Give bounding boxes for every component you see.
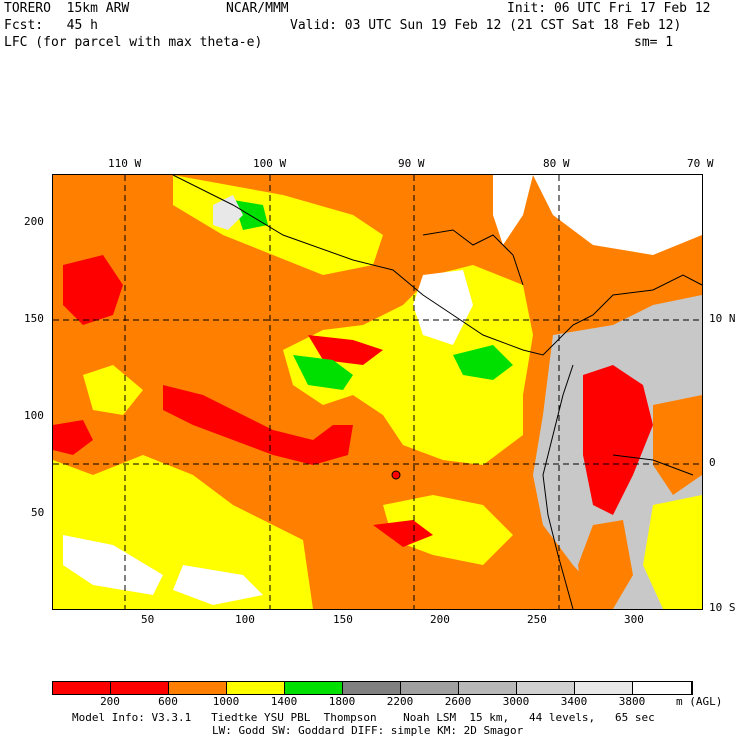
grey-patch-north bbox=[213, 195, 243, 230]
lat-label-0: 0 bbox=[709, 456, 716, 469]
field-title: LFC (for parcel with max theta-e) bbox=[4, 35, 263, 50]
red-patch-west bbox=[63, 255, 123, 325]
orange-patch-coast bbox=[578, 520, 633, 609]
legend-swatch-9 bbox=[575, 682, 633, 694]
lon-label-80w: 80 W bbox=[543, 157, 570, 170]
color-legend bbox=[52, 681, 693, 695]
south-america-coastline bbox=[542, 364, 574, 609]
grid-x-label-250: 250 bbox=[527, 613, 547, 626]
lat-label-10s: 10 S bbox=[709, 601, 736, 614]
grid-x-label-300: 300 bbox=[624, 613, 644, 626]
legend-label-3000: 3000 bbox=[502, 695, 530, 708]
red-patch-southwest bbox=[53, 420, 93, 455]
white-region-south bbox=[173, 565, 263, 605]
organization-label: NCAR/MMM bbox=[226, 1, 289, 16]
grid-y-label-200: 200 bbox=[24, 215, 44, 228]
lfc-map bbox=[52, 174, 703, 610]
yellow-patch-peru bbox=[643, 495, 702, 609]
red-patch-south bbox=[373, 520, 433, 547]
lon-label-90w: 90 W bbox=[398, 157, 425, 170]
grid-x-label-150: 150 bbox=[333, 613, 353, 626]
green-patch-mid bbox=[293, 355, 353, 390]
lat-lon-grid bbox=[53, 175, 702, 609]
model-info-line2: LW: Godd SW: Goddard DIFF: simple KM: 2D… bbox=[212, 724, 524, 737]
red-band-central bbox=[163, 385, 353, 465]
legend-swatch-6 bbox=[401, 682, 459, 694]
legend-label-200: 200 bbox=[100, 695, 120, 708]
country-border-north bbox=[422, 229, 524, 286]
legend-swatch-3 bbox=[227, 682, 285, 694]
legend-label-3800: 3800 bbox=[618, 695, 646, 708]
legend-label-1800: 1800 bbox=[328, 695, 356, 708]
galapagos-island bbox=[391, 470, 401, 480]
grid-y-label-100: 100 bbox=[24, 409, 44, 422]
legend-swatch-0 bbox=[53, 682, 111, 694]
lon-label-70w: 70 W bbox=[687, 157, 714, 170]
legend-label-2600: 2600 bbox=[444, 695, 472, 708]
smoothing-label: sm= 1 bbox=[634, 35, 674, 50]
grid-y-label-150: 150 bbox=[24, 312, 44, 325]
legend-swatch-5 bbox=[343, 682, 401, 694]
white-region-southwest bbox=[63, 535, 163, 595]
legend-swatch-10 bbox=[633, 682, 692, 694]
legend-swatch-2 bbox=[169, 682, 227, 694]
white-region-nicaragua bbox=[413, 270, 473, 345]
legend-label-600: 600 bbox=[158, 695, 178, 708]
legend-label-2200: 2200 bbox=[386, 695, 414, 708]
legend-label-1000: 1000 bbox=[212, 695, 240, 708]
grid-y-label-50: 50 bbox=[31, 506, 45, 519]
legend-swatch-4 bbox=[285, 682, 343, 694]
yellow-region-central bbox=[283, 265, 533, 465]
lon-label-110w: 110 W bbox=[108, 157, 142, 170]
legend-label-3400: 3400 bbox=[560, 695, 588, 708]
model-info-line1: Model Info: V3.3.1 Tiedtke YSU PBL Thomp… bbox=[72, 711, 655, 724]
model-title: TORERO 15km ARW bbox=[4, 1, 130, 16]
yellow-region-south-central bbox=[383, 495, 513, 565]
green-patch-east bbox=[453, 345, 513, 380]
central-america-coastline bbox=[172, 175, 702, 356]
legend-swatch-8 bbox=[517, 682, 575, 694]
legend-label-1400: 1400 bbox=[270, 695, 298, 708]
orange-patch-colombia bbox=[653, 395, 702, 495]
grid-x-label-50: 50 bbox=[141, 613, 155, 626]
white-region-caribbean bbox=[533, 175, 702, 255]
grid-x-label-100: 100 bbox=[235, 613, 255, 626]
grid-x-label-200: 200 bbox=[430, 613, 450, 626]
country-border-south bbox=[612, 454, 694, 476]
white-patch-yucatan bbox=[493, 175, 533, 245]
legend-units: m (AGL) bbox=[676, 695, 723, 708]
red-patch-mid bbox=[308, 335, 383, 365]
valid-time: Valid: 03 UTC Sun 19 Feb 12 (21 CST Sat … bbox=[290, 18, 682, 33]
legend-swatch-7 bbox=[459, 682, 517, 694]
init-time: Init: 06 UTC Fri 17 Feb 12 bbox=[507, 1, 711, 16]
lat-label-10n: 10 N bbox=[709, 312, 736, 325]
red-ridge-andes bbox=[583, 365, 653, 515]
forecast-hour: Fcst: 45 h bbox=[4, 18, 98, 33]
lon-label-100w: 100 W bbox=[253, 157, 287, 170]
yellow-patch-west bbox=[83, 365, 143, 415]
legend-swatch-1 bbox=[111, 682, 169, 694]
lfc-map-plot bbox=[53, 175, 702, 609]
